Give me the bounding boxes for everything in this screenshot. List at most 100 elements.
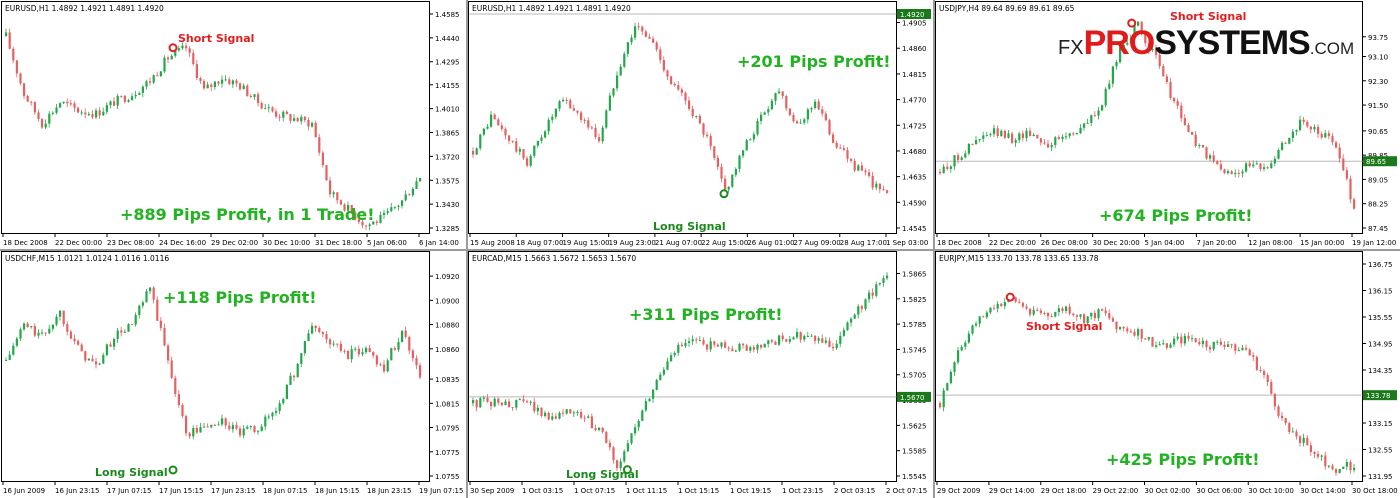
candle-body: [1057, 137, 1060, 139]
candle-body: [361, 352, 364, 355]
long-signal-label: Long Signal: [566, 468, 639, 481]
candle-body: [939, 171, 942, 174]
panel-separator: [466, 0, 468, 498]
candle-body: [967, 143, 970, 154]
candle-body: [69, 331, 72, 339]
x-tick-label: 1 Oct 07:15: [574, 487, 615, 495]
candle-body: [8, 354, 11, 360]
candle-body: [598, 427, 601, 431]
candle-body: [1205, 340, 1208, 348]
candle-body: [641, 26, 644, 32]
x-tick-label: 22 Dec 20:00: [989, 239, 1036, 247]
candle-body: [716, 157, 719, 167]
candle-body: [641, 410, 644, 421]
candle-body: [1086, 122, 1089, 124]
candle-body: [504, 401, 507, 406]
candle-body: [1291, 431, 1294, 433]
candle-body: [177, 48, 180, 51]
candle-body: [486, 397, 489, 402]
candle-body: [806, 335, 809, 337]
candle-body: [828, 120, 831, 135]
y-tick-label: 1.4440: [435, 35, 460, 43]
candle-body: [576, 110, 579, 113]
candle-body: [1324, 133, 1327, 138]
candle-body: [1327, 133, 1330, 137]
candle-body: [347, 350, 350, 360]
x-tick-label: 6 Jan 14:00: [419, 239, 459, 247]
candle-body: [401, 200, 404, 206]
candle-body: [1169, 344, 1172, 348]
candle-body: [1018, 301, 1021, 303]
candle-body: [1270, 163, 1273, 169]
candle-body: [206, 426, 209, 428]
candle-body: [372, 221, 375, 225]
candle-body: [1115, 62, 1118, 67]
candle-body: [752, 134, 755, 140]
candle-body: [886, 275, 889, 279]
candle-body: [62, 101, 65, 104]
candle-body: [942, 166, 945, 174]
candle-body: [386, 360, 389, 372]
candle-body: [803, 335, 806, 340]
candle-body: [84, 112, 87, 115]
candle-body: [500, 402, 503, 406]
profit-label: +425 Pips Profit!: [1106, 450, 1260, 469]
candle-body: [1187, 124, 1190, 132]
y-tick-label: 1.5705: [902, 372, 927, 380]
candle-body: [1075, 133, 1078, 135]
candle-body: [1306, 437, 1309, 446]
candle-body: [644, 31, 647, 37]
candle-body: [670, 76, 673, 84]
candle-body: [278, 116, 281, 118]
candle-body: [192, 52, 195, 65]
candle-body: [939, 403, 942, 408]
candle-body: [770, 100, 773, 110]
candle-body: [1183, 335, 1186, 344]
candle-body: [1353, 199, 1356, 209]
candle-body: [156, 75, 159, 77]
candle-body: [522, 149, 525, 159]
candle-body: [95, 361, 98, 365]
candle-body: [540, 407, 543, 416]
candle-body: [709, 136, 712, 147]
candle-body: [875, 284, 878, 296]
candle-body: [850, 318, 853, 323]
candle-body: [799, 122, 802, 124]
plot-frame: [468, 251, 897, 482]
candle-body: [91, 358, 94, 362]
short-signal-label: Short Signal: [1170, 10, 1247, 23]
candle-body: [1212, 341, 1215, 350]
candle-body: [835, 343, 838, 349]
y-tick-label: 1.3285: [435, 225, 460, 233]
last-price-box: [1363, 390, 1397, 401]
candle-body: [1255, 163, 1258, 165]
candle-body: [73, 103, 76, 108]
candle-body: [84, 351, 87, 361]
candle-body: [188, 433, 191, 437]
candle-body: [619, 461, 622, 469]
y-tick-label: 1.5625: [902, 422, 927, 430]
candle-body: [1137, 329, 1140, 336]
candle-body: [993, 307, 996, 309]
candle-body: [688, 341, 691, 343]
last-price-label: 133.78: [1366, 392, 1391, 400]
candle-body: [475, 148, 478, 155]
candle-body: [224, 79, 227, 81]
candle-body: [824, 113, 827, 121]
candle-body: [572, 412, 575, 414]
candle-body: [1245, 347, 1248, 350]
candle-body: [1086, 316, 1089, 324]
candle-body: [1270, 382, 1273, 394]
candle-body: [368, 224, 371, 227]
candle-body: [572, 108, 575, 111]
x-tick-label: 24 Dec 16:00: [159, 239, 206, 247]
candle-body: [30, 101, 33, 103]
candle-body: [242, 85, 245, 90]
candle-body: [781, 91, 784, 97]
candle-body: [48, 113, 51, 124]
candle-body: [1097, 110, 1100, 116]
x-tick-label: 1 Oct 11:15: [626, 487, 667, 495]
candle-body: [1194, 338, 1197, 342]
candle-body: [666, 361, 669, 370]
candle-body: [479, 398, 482, 408]
